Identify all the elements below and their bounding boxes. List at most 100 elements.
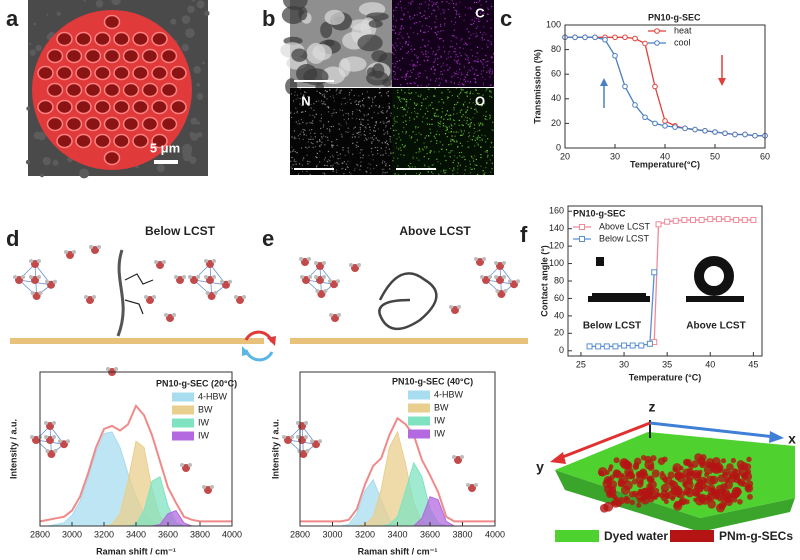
pore (56, 133, 73, 149)
eds-dot (466, 55, 468, 57)
eds-dot (477, 135, 480, 137)
schematic-title: Below LCST (145, 224, 216, 238)
particle-cluster (746, 456, 752, 463)
pore (103, 150, 121, 166)
eds-dot (320, 133, 322, 135)
texture (196, 0, 205, 9)
eds-dot (371, 99, 374, 101)
eds-dot (348, 94, 350, 96)
eds-dot (483, 173, 486, 176)
eds-dot (400, 139, 402, 141)
axis-x-head (769, 431, 784, 443)
eds-dot (332, 95, 334, 97)
water-o (31, 276, 39, 284)
eds-dot (302, 170, 304, 173)
eds-dot (401, 25, 403, 27)
pore (65, 82, 83, 98)
eds-dot (471, 66, 473, 68)
eds-dot (465, 58, 467, 60)
eds-dot (464, 92, 466, 94)
eds-dot (302, 138, 304, 140)
eds-dot (450, 123, 452, 125)
eds-dot (483, 39, 486, 41)
water-h (92, 295, 96, 299)
eds-dot (396, 78, 399, 81)
eds-dot (421, 121, 424, 123)
decorations (10, 0, 795, 542)
eds-dot (487, 13, 489, 15)
pore (113, 31, 130, 47)
eds-dot (362, 124, 364, 127)
particle-cluster (725, 476, 730, 482)
pore (141, 116, 159, 132)
eds-dot (405, 98, 408, 101)
eds-dot (337, 154, 339, 156)
eds-dot (375, 105, 377, 107)
eds-dot (474, 78, 476, 80)
eds-dot (397, 96, 399, 98)
eds-dot (394, 173, 396, 175)
eds-dot (432, 164, 435, 166)
eds-dot (424, 1, 426, 3)
eds-dot (336, 151, 338, 153)
legend-title: PN10-g-SEC (648, 12, 701, 22)
eds-dot (429, 104, 431, 106)
eds-dot (381, 112, 383, 114)
eds-dot (458, 68, 461, 70)
eds-dot (400, 154, 402, 156)
eds-dot (477, 137, 479, 139)
eds-dot (364, 134, 367, 136)
particle-cluster (674, 471, 683, 480)
pore (160, 82, 178, 98)
eds-dot (431, 171, 433, 173)
eds-dot (321, 94, 323, 96)
eds-dot (403, 14, 405, 16)
eds-dot (445, 129, 447, 132)
texture (111, 0, 121, 6)
eds-dot (431, 164, 433, 166)
eds-dot (357, 145, 359, 148)
eds-dot (297, 135, 300, 137)
marker (707, 216, 714, 223)
particle-cluster (709, 475, 719, 485)
pore (46, 48, 64, 64)
particle-cluster (728, 470, 734, 476)
droplet-base (686, 296, 744, 302)
water-h (154, 260, 158, 264)
eds-dot (323, 172, 325, 174)
eds-dot (467, 140, 469, 143)
eds-dot (343, 118, 345, 121)
eds-dot (404, 42, 407, 45)
water-h (114, 367, 118, 371)
eds-dot (437, 124, 439, 127)
water-h (242, 295, 246, 299)
eds-dot (390, 136, 392, 138)
eds-dot (466, 120, 468, 122)
eds-dot (329, 95, 331, 98)
water-o (60, 440, 68, 449)
eds-dot (360, 121, 362, 123)
eds-dot (363, 115, 366, 117)
eds-dot (408, 92, 410, 94)
eds-dot (407, 165, 410, 167)
x-tick-label: 35 (662, 359, 672, 369)
eds-dot (467, 59, 469, 61)
eds-dot (420, 94, 422, 96)
water-h (474, 257, 478, 261)
eds-dot (482, 84, 484, 86)
eds-dot (425, 50, 427, 52)
legend-label: IW (198, 417, 210, 427)
water-h (457, 305, 461, 309)
y-tick-label: 80 (554, 275, 564, 285)
eds-dot (440, 30, 442, 32)
eds-dot (350, 102, 352, 104)
water-o (47, 450, 56, 458)
eds-dot (453, 119, 455, 122)
trend-arrowhead (600, 78, 608, 86)
eds-label: N (301, 93, 310, 108)
eds-dot (390, 115, 392, 117)
eds-dot (327, 161, 329, 163)
eds-dot (331, 115, 333, 117)
eds-dot (380, 111, 382, 113)
eds-dot (485, 150, 488, 152)
